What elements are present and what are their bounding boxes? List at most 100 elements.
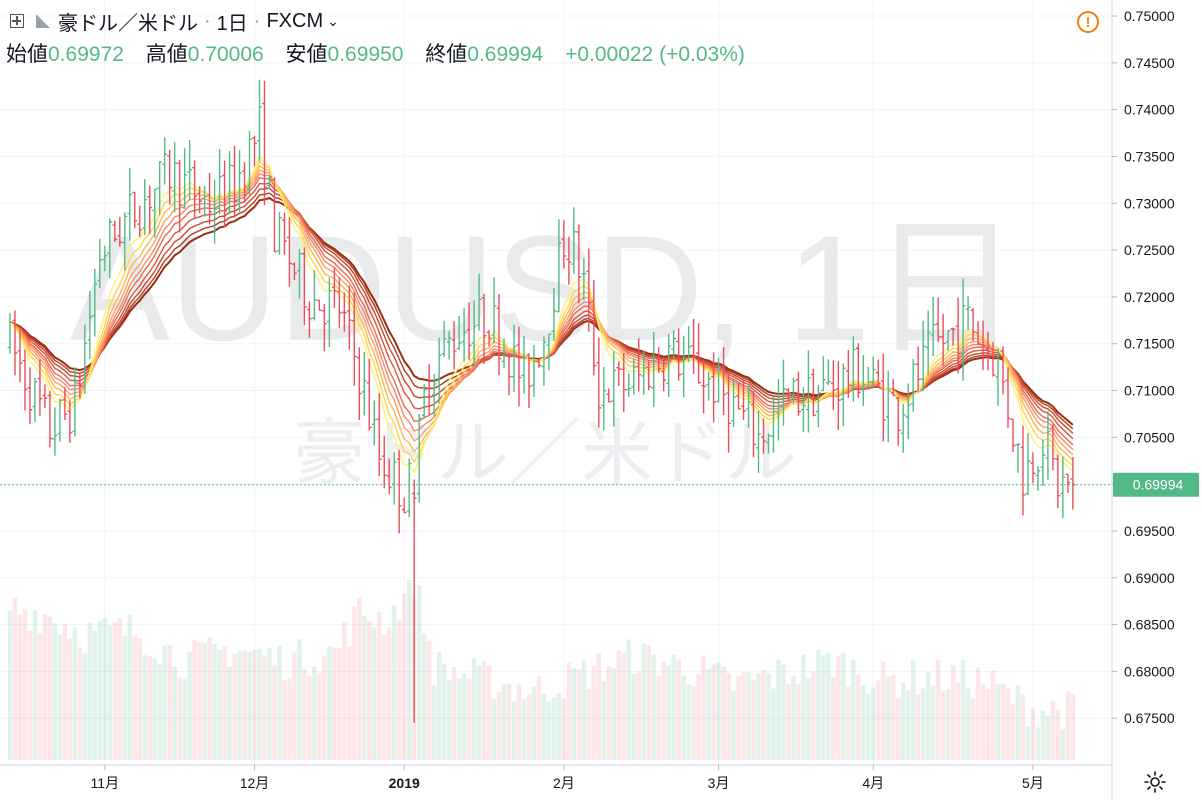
volume-bar — [576, 669, 582, 760]
ohlc-bar — [870, 356, 876, 389]
volume-bar — [257, 649, 262, 760]
volume-bar — [157, 664, 162, 760]
ohlc-bar — [830, 360, 836, 411]
volume-bar — [342, 622, 347, 760]
ohlc-bar — [466, 302, 472, 361]
volume-bar — [661, 662, 666, 760]
ohlc-bar — [7, 313, 13, 354]
interval-label[interactable]: 1日 — [216, 12, 248, 35]
ohlc-bar — [761, 418, 766, 454]
alert-circle-icon[interactable]: ! — [1077, 11, 1099, 33]
volume-bar — [676, 659, 681, 760]
volume-bar — [1065, 691, 1071, 760]
volume-bar — [701, 656, 706, 760]
ohlc-bar — [27, 367, 33, 424]
ohlc-bar — [865, 367, 871, 389]
volume-bar — [122, 635, 127, 760]
low-label: 安値 — [285, 43, 328, 66]
ohlc-bar — [586, 248, 592, 332]
plus-square-icon[interactable] — [10, 14, 24, 28]
volume-bar — [1015, 685, 1021, 760]
volume-bar — [521, 699, 527, 760]
volume-bar — [127, 614, 132, 760]
ohlc-bar — [711, 352, 716, 423]
ohlc-bar — [806, 350, 811, 433]
volume-bar — [416, 585, 422, 760]
volume-bar — [686, 684, 691, 760]
volume-bar — [292, 652, 297, 760]
ohlc-bar — [930, 297, 936, 357]
volume-bar — [906, 690, 911, 760]
volume-bar — [212, 644, 217, 760]
volume-bar — [826, 652, 831, 760]
ohlc-bar — [601, 367, 607, 431]
volume-bars — [7, 580, 1076, 760]
ohlc-bar — [426, 364, 432, 415]
ohlc-bar — [506, 353, 512, 396]
ohlc-bar — [666, 334, 672, 397]
volume-bar — [636, 671, 641, 760]
volume-bar — [431, 684, 437, 760]
ohlc-bar — [282, 212, 287, 255]
open-label: 始値 — [6, 43, 48, 66]
ohlc-bar — [441, 320, 447, 357]
volume-bar — [841, 652, 846, 760]
ohlc-bar — [786, 388, 791, 402]
y-tick-label: 0.72000 — [1124, 289, 1175, 305]
volume-bar — [766, 673, 771, 760]
volume-bar — [691, 685, 696, 760]
volume-bar — [117, 618, 122, 760]
ohlc-bar — [92, 268, 98, 337]
volume-bar — [332, 647, 337, 760]
ohlc-bar — [267, 175, 272, 190]
ohlc-bar — [122, 212, 128, 271]
ohlc-bar — [895, 396, 901, 446]
volume-bar — [546, 701, 552, 760]
ohlc-bar — [516, 326, 522, 407]
ohlc-bar — [346, 285, 352, 350]
ohlc-bar — [721, 347, 726, 416]
volume-bar — [167, 644, 172, 760]
exchange-label[interactable]: FXCM — [266, 9, 324, 32]
ohlc-bar — [591, 279, 597, 376]
ohlc-bar — [102, 245, 108, 272]
x-tick-label: 2019 — [389, 775, 420, 791]
close-label: 終値 — [425, 43, 468, 66]
volume-bar — [761, 669, 766, 760]
x-axis[interactable]: 11月 12月 2019 2月 3月 4月 5月 — [91, 765, 1044, 791]
ohlc-bar — [1055, 454, 1061, 508]
volume-bar — [975, 667, 981, 760]
volume-bar — [856, 674, 861, 760]
flag-icon[interactable] — [36, 14, 50, 28]
ohlc-bar — [386, 458, 392, 495]
ohlc-bar — [566, 236, 572, 285]
ohlc-bar — [97, 238, 103, 289]
volume-bar — [796, 684, 801, 760]
ohlc-bar — [272, 177, 277, 253]
grid — [0, 0, 1112, 765]
ohlc-bar — [242, 162, 247, 203]
volume-bar — [152, 658, 157, 760]
ohlc-bar — [1050, 423, 1056, 471]
volume-bar — [536, 676, 542, 760]
ohlc-bar — [87, 291, 93, 360]
volume-bar — [1020, 694, 1026, 760]
ohlc-bar — [985, 331, 991, 371]
y-tick-label: 0.70500 — [1124, 429, 1175, 445]
volume-bar — [52, 623, 58, 760]
ohlc-bar — [960, 278, 966, 381]
volume-bar — [1070, 693, 1076, 760]
symbol-name[interactable]: 豪ドル／米ドル — [58, 12, 198, 35]
ohlc-bar — [142, 179, 148, 236]
volume-bar — [791, 676, 796, 760]
volume-bar — [985, 688, 991, 760]
volume-bar — [736, 676, 741, 760]
ohlc-bar — [651, 332, 657, 408]
chevron-down-icon[interactable]: ⌄ — [327, 12, 339, 29]
volume-bar — [132, 635, 137, 760]
ohlc-bar — [77, 372, 83, 399]
volume-bar — [367, 621, 372, 760]
volume-bar — [731, 691, 736, 760]
gear-icon[interactable] — [1143, 770, 1167, 794]
